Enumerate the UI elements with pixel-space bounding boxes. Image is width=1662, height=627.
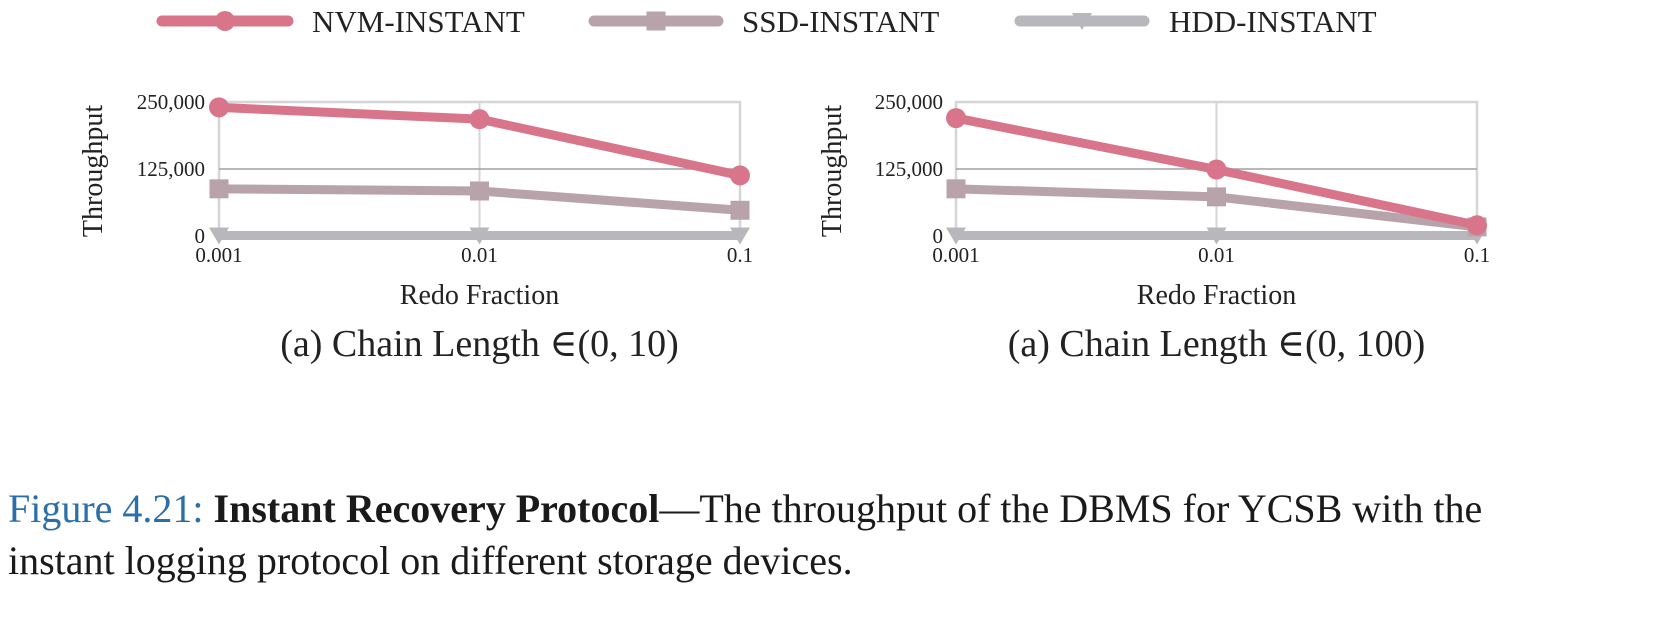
data-point xyxy=(209,227,229,245)
figure-caption: Figure 4.21: Instant Recovery Protocol—T… xyxy=(8,483,1658,587)
x-tick-label: 0.01 xyxy=(1198,243,1235,267)
data-point xyxy=(209,179,229,199)
series-nvm-instant xyxy=(209,97,750,186)
legend-marker xyxy=(215,11,235,31)
y-tick-label: 250,000 xyxy=(137,90,205,114)
x-tick-label: 0.1 xyxy=(1464,243,1490,267)
caption-text-line2: instant logging protocol on different st… xyxy=(8,538,853,583)
x-tick-label: 0.01 xyxy=(461,243,498,267)
x-axis-label: Redo Fraction xyxy=(1137,280,1296,311)
data-point xyxy=(730,200,750,220)
data-point xyxy=(1207,187,1226,207)
legend-label: NVM-INSTANT xyxy=(312,4,525,39)
caption-text-line1: —The throughput of the DBMS for YCSB wit… xyxy=(659,486,1483,531)
y-tick-label: 0 xyxy=(195,224,206,248)
data-point xyxy=(946,179,966,199)
data-point xyxy=(730,165,750,186)
chart-left: 0 125,000 250,000 0.001 0.01 0.1 Redo Fraction… xyxy=(78,90,753,365)
series-nvm-instant xyxy=(946,108,1487,236)
y-axis-label: Throughput xyxy=(78,105,109,237)
y-axis-label: Throughput xyxy=(817,105,848,237)
data-point xyxy=(730,227,750,245)
series-hdd-instant xyxy=(946,227,1487,245)
legend-label: HDD-INSTANT xyxy=(1169,4,1377,39)
data-point xyxy=(1206,227,1227,245)
chart-right: 0 125,000 250,000 0.001 0.01 0.1 Redo Fraction… xyxy=(817,90,1490,365)
data-point xyxy=(946,108,966,129)
legend-label: SSD-INSTANT xyxy=(742,4,939,39)
legend-marker xyxy=(646,11,666,31)
x-tick-label: 0.1 xyxy=(727,243,753,267)
x-tick-label: 0.001 xyxy=(932,243,979,267)
data-point xyxy=(469,227,490,245)
legend: NVM-INSTANT SSD-INSTANT HDD-INSTANT xyxy=(156,4,1377,39)
data-point xyxy=(1467,215,1487,236)
data-point xyxy=(946,227,966,245)
legend-marker xyxy=(1072,13,1092,30)
subcaption: (a) Chain Length ∈(0, 10) xyxy=(280,323,679,365)
y-tick-label: 125,000 xyxy=(875,157,943,181)
caption-title: Instant Recovery Protocol xyxy=(213,486,660,531)
y-tick-label: 125,000 xyxy=(137,157,205,181)
x-axis-label: Redo Fraction xyxy=(400,280,559,311)
data-point xyxy=(469,109,490,130)
y-tick-label: 250,000 xyxy=(875,90,943,114)
series-hdd-instant xyxy=(209,227,750,245)
legend-item-ssd-instant: SSD-INSTANT xyxy=(588,4,939,39)
y-tick-label: 0 xyxy=(933,224,944,248)
x-tick-label: 0.001 xyxy=(195,243,242,267)
caption-number: Figure 4.21: xyxy=(8,486,204,531)
figure: NVM-INSTANT SSD-INSTANT HDD-INSTANT 0 125,0… xyxy=(78,4,1490,365)
data-point xyxy=(470,181,489,201)
legend-item-hdd-instant: HDD-INSTANT xyxy=(1014,4,1377,39)
subcaption: (a) Chain Length ∈(0, 100) xyxy=(1008,323,1426,365)
legend-item-nvm-instant: NVM-INSTANT xyxy=(156,4,525,39)
data-point xyxy=(1206,159,1227,180)
data-point xyxy=(209,97,229,118)
series-ssd-instant xyxy=(209,179,750,220)
